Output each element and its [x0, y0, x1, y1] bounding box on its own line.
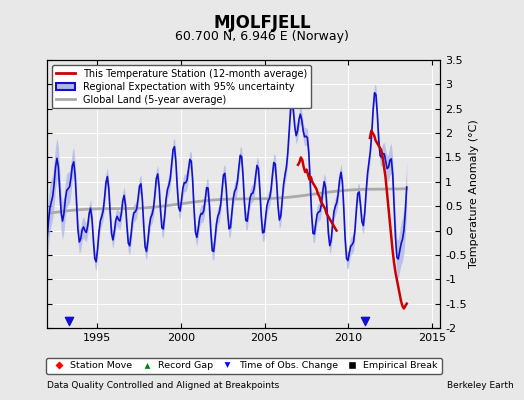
Y-axis label: Temperature Anomaly (°C): Temperature Anomaly (°C) [470, 120, 479, 268]
Text: Data Quality Controlled and Aligned at Breakpoints: Data Quality Controlled and Aligned at B… [47, 381, 279, 390]
Text: 60.700 N, 6.946 E (Norway): 60.700 N, 6.946 E (Norway) [175, 30, 349, 43]
Point [361, 318, 369, 324]
Legend: Station Move, Record Gap, Time of Obs. Change, Empirical Break: Station Move, Record Gap, Time of Obs. C… [46, 358, 442, 374]
Text: MJOLFJELL: MJOLFJELL [213, 14, 311, 32]
Text: Berkeley Earth: Berkeley Earth [447, 381, 514, 390]
Point [64, 318, 73, 324]
